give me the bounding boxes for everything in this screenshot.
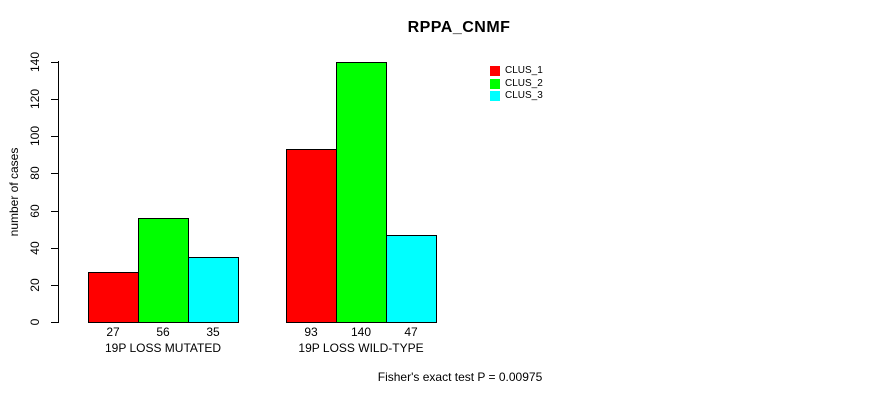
y-tick-label: 100 <box>28 125 42 147</box>
legend: CLUS_1 CLUS_2 CLUS_3 <box>488 64 578 106</box>
y-tick-mark <box>51 248 58 249</box>
y-tick-label: 0 <box>28 318 42 326</box>
bar-value-label: 56 <box>156 325 170 339</box>
y-tick-mark <box>51 99 58 100</box>
bar-value-label: 140 <box>350 325 372 339</box>
chart-title: RPPA_CNMF <box>407 19 511 36</box>
y-tick-label: 40 <box>28 241 42 255</box>
bar-clus_1-group2 <box>286 149 337 323</box>
y-tick-mark <box>51 211 58 212</box>
y-axis-label: number of cases <box>7 147 21 237</box>
y-tick-mark <box>51 136 58 137</box>
legend-label-clus_3: CLUS_3 <box>505 90 543 101</box>
y-tick-mark <box>51 285 58 286</box>
y-tick-label: 20 <box>28 278 42 292</box>
bar-clus_2-group1 <box>138 218 189 323</box>
legend-label-clus_1: CLUS_1 <box>505 65 543 76</box>
y-tick-mark <box>51 62 58 63</box>
bar-clus_1-group1 <box>88 272 139 323</box>
bar-value-label: 47 <box>404 325 418 339</box>
legend-swatch-clus_3 <box>490 91 500 101</box>
bar-clus_2-group2 <box>336 62 387 323</box>
legend-swatch-clus_1 <box>490 66 500 76</box>
x-category-label: 19P LOSS WILD-TYPE <box>298 341 424 355</box>
y-tick-label: 80 <box>28 166 42 180</box>
footnote: Fisher's exact test P = 0.00975 <box>377 370 543 384</box>
y-axis-line <box>58 61 59 323</box>
y-tick-label: 120 <box>28 88 42 110</box>
bar-clus_3-group1 <box>188 257 239 323</box>
y-tick-mark <box>51 322 58 323</box>
bar-value-label: 35 <box>206 325 220 339</box>
y-tick-label: 60 <box>28 204 42 218</box>
y-tick-label: 140 <box>28 51 42 73</box>
bar-value-label: 93 <box>304 325 318 339</box>
bar-clus_3-group2 <box>386 235 437 323</box>
y-tick-mark <box>51 173 58 174</box>
legend-swatch-clus_2 <box>490 79 500 89</box>
bar-value-label: 27 <box>106 325 120 339</box>
x-category-label: 19P LOSS MUTATED <box>104 341 222 355</box>
legend-label-clus_2: CLUS_2 <box>505 78 543 89</box>
